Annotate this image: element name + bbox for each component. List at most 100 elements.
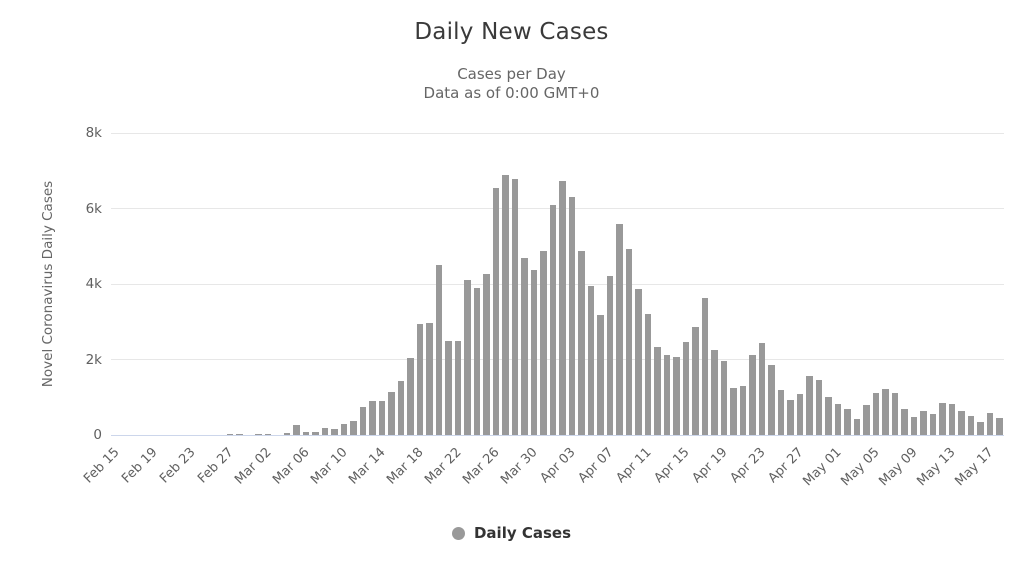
bar-mar-13[interactable] xyxy=(369,401,376,435)
bar-mar-06[interactable] xyxy=(302,432,309,435)
bar-apr-02[interactable] xyxy=(559,180,566,435)
bar-apr-27[interactable] xyxy=(796,393,803,435)
bar-apr-12[interactable] xyxy=(654,347,661,435)
bar-mar-29[interactable] xyxy=(521,257,528,435)
bar-mar-07[interactable] xyxy=(312,431,319,435)
bar-mar-16[interactable] xyxy=(397,380,404,435)
bar-apr-21[interactable] xyxy=(739,385,746,435)
legend-item-daily-cases[interactable]: Daily Cases xyxy=(0,524,1023,542)
bar-apr-03[interactable] xyxy=(568,197,575,435)
bar-mar-15[interactable] xyxy=(388,392,395,435)
bar-apr-23[interactable] xyxy=(758,342,765,435)
bar-mar-30[interactable] xyxy=(530,269,537,435)
bar-mar-05[interactable] xyxy=(293,425,300,435)
bar-may-04[interactable] xyxy=(863,404,870,435)
bar-apr-11[interactable] xyxy=(644,313,651,435)
bar-mar-27[interactable] xyxy=(502,174,509,435)
bar-may-08[interactable] xyxy=(901,409,908,435)
bar-mar-18[interactable] xyxy=(416,324,423,435)
x-axis-tick-label: May 17 xyxy=(952,445,997,490)
bar-apr-25[interactable] xyxy=(777,390,784,435)
bar-mar-11[interactable] xyxy=(350,421,357,435)
bar-apr-22[interactable] xyxy=(749,355,756,435)
bar-may-03[interactable] xyxy=(853,418,860,435)
x-axis-tick-label: Feb 27 xyxy=(194,445,237,487)
bar-mar-12[interactable] xyxy=(359,407,366,435)
bar-may-02[interactable] xyxy=(844,409,851,435)
y-axis-tick-label: 6k xyxy=(85,200,102,217)
bar-mar-23[interactable] xyxy=(464,279,471,435)
bar-mar-04[interactable] xyxy=(283,433,290,435)
bar-may-13[interactable] xyxy=(948,404,955,435)
bar-mar-02[interactable] xyxy=(264,434,271,435)
x-axis-tick-label: Apr 11 xyxy=(613,445,655,487)
bar-mar-19[interactable] xyxy=(426,322,433,435)
bar-may-15[interactable] xyxy=(967,416,974,435)
bar-apr-16[interactable] xyxy=(692,327,699,435)
bar-mar-26[interactable] xyxy=(492,187,499,435)
bar-mar-17[interactable] xyxy=(407,357,414,435)
bar-apr-15[interactable] xyxy=(682,341,689,435)
bar-may-18[interactable] xyxy=(996,417,1003,435)
bar-may-10[interactable] xyxy=(920,410,927,435)
bar-feb-28[interactable] xyxy=(236,434,243,435)
bar-mar-22[interactable] xyxy=(454,341,461,435)
bar-may-16[interactable] xyxy=(977,421,984,435)
bar-apr-20[interactable] xyxy=(730,387,737,435)
bar-apr-28[interactable] xyxy=(806,376,813,435)
x-axis-tick-label: Apr 07 xyxy=(575,445,617,487)
bar-apr-18[interactable] xyxy=(711,349,718,435)
bar-may-12[interactable] xyxy=(939,402,946,435)
bar-apr-24[interactable] xyxy=(768,364,775,435)
bar-may-05[interactable] xyxy=(872,393,879,435)
bar-apr-01[interactable] xyxy=(549,204,556,435)
bar-apr-14[interactable] xyxy=(673,356,680,435)
x-axis-tick-label: Mar 10 xyxy=(307,445,351,488)
bar-may-14[interactable] xyxy=(958,410,965,435)
bar-apr-13[interactable] xyxy=(663,354,670,435)
bar-mar-01[interactable] xyxy=(255,434,262,435)
bar-apr-07[interactable] xyxy=(606,275,613,435)
x-axis-tick-label: Feb 23 xyxy=(156,445,199,487)
bar-apr-08[interactable] xyxy=(616,224,623,435)
bar-mar-28[interactable] xyxy=(511,178,518,435)
bar-may-07[interactable] xyxy=(891,393,898,435)
bar-mar-10[interactable] xyxy=(340,424,347,435)
bar-may-17[interactable] xyxy=(986,412,993,435)
x-axis-tick-label: Apr 03 xyxy=(537,445,579,487)
bar-mar-08[interactable] xyxy=(321,427,328,435)
x-axis-tick-label: Apr 15 xyxy=(651,445,693,487)
bar-mar-09[interactable] xyxy=(331,428,338,435)
bar-feb-27[interactable] xyxy=(226,434,233,435)
y-axis-tick-label: 4k xyxy=(85,276,102,292)
y-axis-tick-label: 2k xyxy=(85,351,102,368)
bar-mar-14[interactable] xyxy=(378,401,385,435)
bar-may-11[interactable] xyxy=(929,414,936,435)
x-axis-tick-label: Mar 30 xyxy=(497,445,541,488)
bar-mar-31[interactable] xyxy=(540,251,547,435)
bar-apr-09[interactable] xyxy=(625,249,632,435)
bar-may-01[interactable] xyxy=(834,404,841,435)
x-axis-tick-label: Mar 02 xyxy=(231,445,275,488)
x-axis-tick-label: Apr 23 xyxy=(727,445,769,487)
bar-apr-06[interactable] xyxy=(597,314,604,435)
bar-apr-26[interactable] xyxy=(787,400,794,435)
x-axis-tick-label: Feb 15 xyxy=(80,445,123,487)
bar-mar-20[interactable] xyxy=(435,264,442,435)
bar-apr-10[interactable] xyxy=(635,288,642,435)
bar-apr-04[interactable] xyxy=(578,251,585,435)
x-axis-tick-label: Mar 06 xyxy=(269,445,313,488)
bar-apr-19[interactable] xyxy=(720,361,727,435)
bar-may-06[interactable] xyxy=(882,388,889,435)
bar-mar-25[interactable] xyxy=(483,273,490,435)
bar-apr-05[interactable] xyxy=(587,285,594,435)
gridline xyxy=(111,208,1004,209)
x-axis-tick-label: Apr 27 xyxy=(765,445,807,487)
bar-mar-21[interactable] xyxy=(445,341,452,435)
bar-mar-24[interactable] xyxy=(473,288,480,435)
y-axis-tick-label: 8k xyxy=(85,125,102,141)
bar-apr-30[interactable] xyxy=(825,397,832,435)
bar-apr-17[interactable] xyxy=(701,298,708,435)
bar-apr-29[interactable] xyxy=(815,379,822,435)
bar-may-09[interactable] xyxy=(910,416,917,435)
